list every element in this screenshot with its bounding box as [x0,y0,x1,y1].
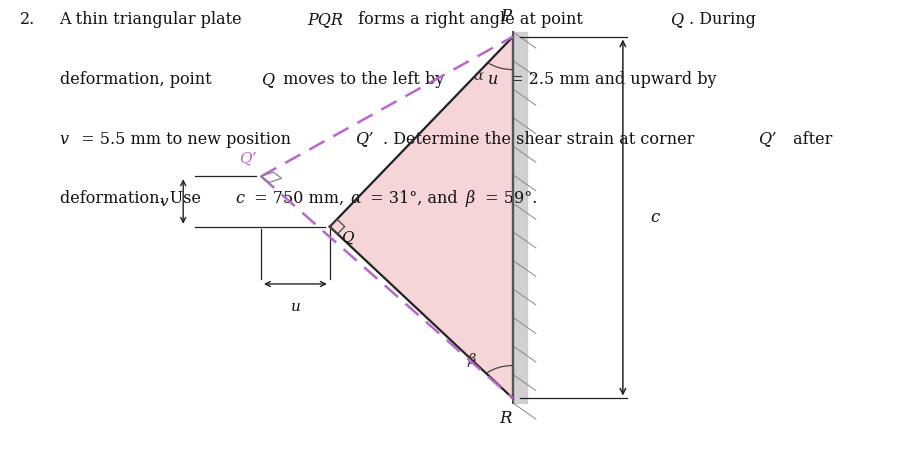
Text: = 59°.: = 59°. [480,190,538,207]
Text: = 31°, and: = 31°, and [365,190,463,207]
Text: Q: Q [341,230,354,245]
Text: β: β [465,190,474,207]
Text: Q’: Q’ [758,131,776,147]
Text: PQR: PQR [307,11,343,28]
Text: forms a right angle at point: forms a right angle at point [353,11,588,28]
Text: deformation. Use: deformation. Use [60,190,206,207]
Text: u: u [488,71,498,88]
Text: deformation, point: deformation, point [60,71,216,88]
Text: Q’: Q’ [355,131,374,147]
Text: . During: . During [689,11,756,28]
Text: α: α [474,69,483,82]
Text: . Determine the shear strain at corner: . Determine the shear strain at corner [383,131,700,147]
Text: = 750 mm,: = 750 mm, [249,190,349,207]
Text: P: P [500,8,511,25]
Text: after: after [788,131,832,147]
Polygon shape [330,37,513,398]
Text: u: u [290,300,300,314]
Text: v: v [60,131,69,147]
Text: = 5.5 mm to new position: = 5.5 mm to new position [76,131,296,147]
Text: Q: Q [671,11,683,28]
Text: β: β [467,353,476,366]
Text: c: c [235,190,245,207]
Text: = 2.5 mm and upward by: = 2.5 mm and upward by [505,71,716,88]
Text: A thin triangular plate: A thin triangular plate [60,11,247,28]
Text: Q: Q [261,71,274,88]
Text: Q’: Q’ [239,152,256,166]
Text: moves to the left by: moves to the left by [278,71,450,88]
Text: c: c [650,209,660,226]
Text: R: R [499,410,512,427]
Text: α: α [350,190,361,207]
Text: 2.: 2. [20,11,36,28]
Text: v: v [159,195,168,208]
